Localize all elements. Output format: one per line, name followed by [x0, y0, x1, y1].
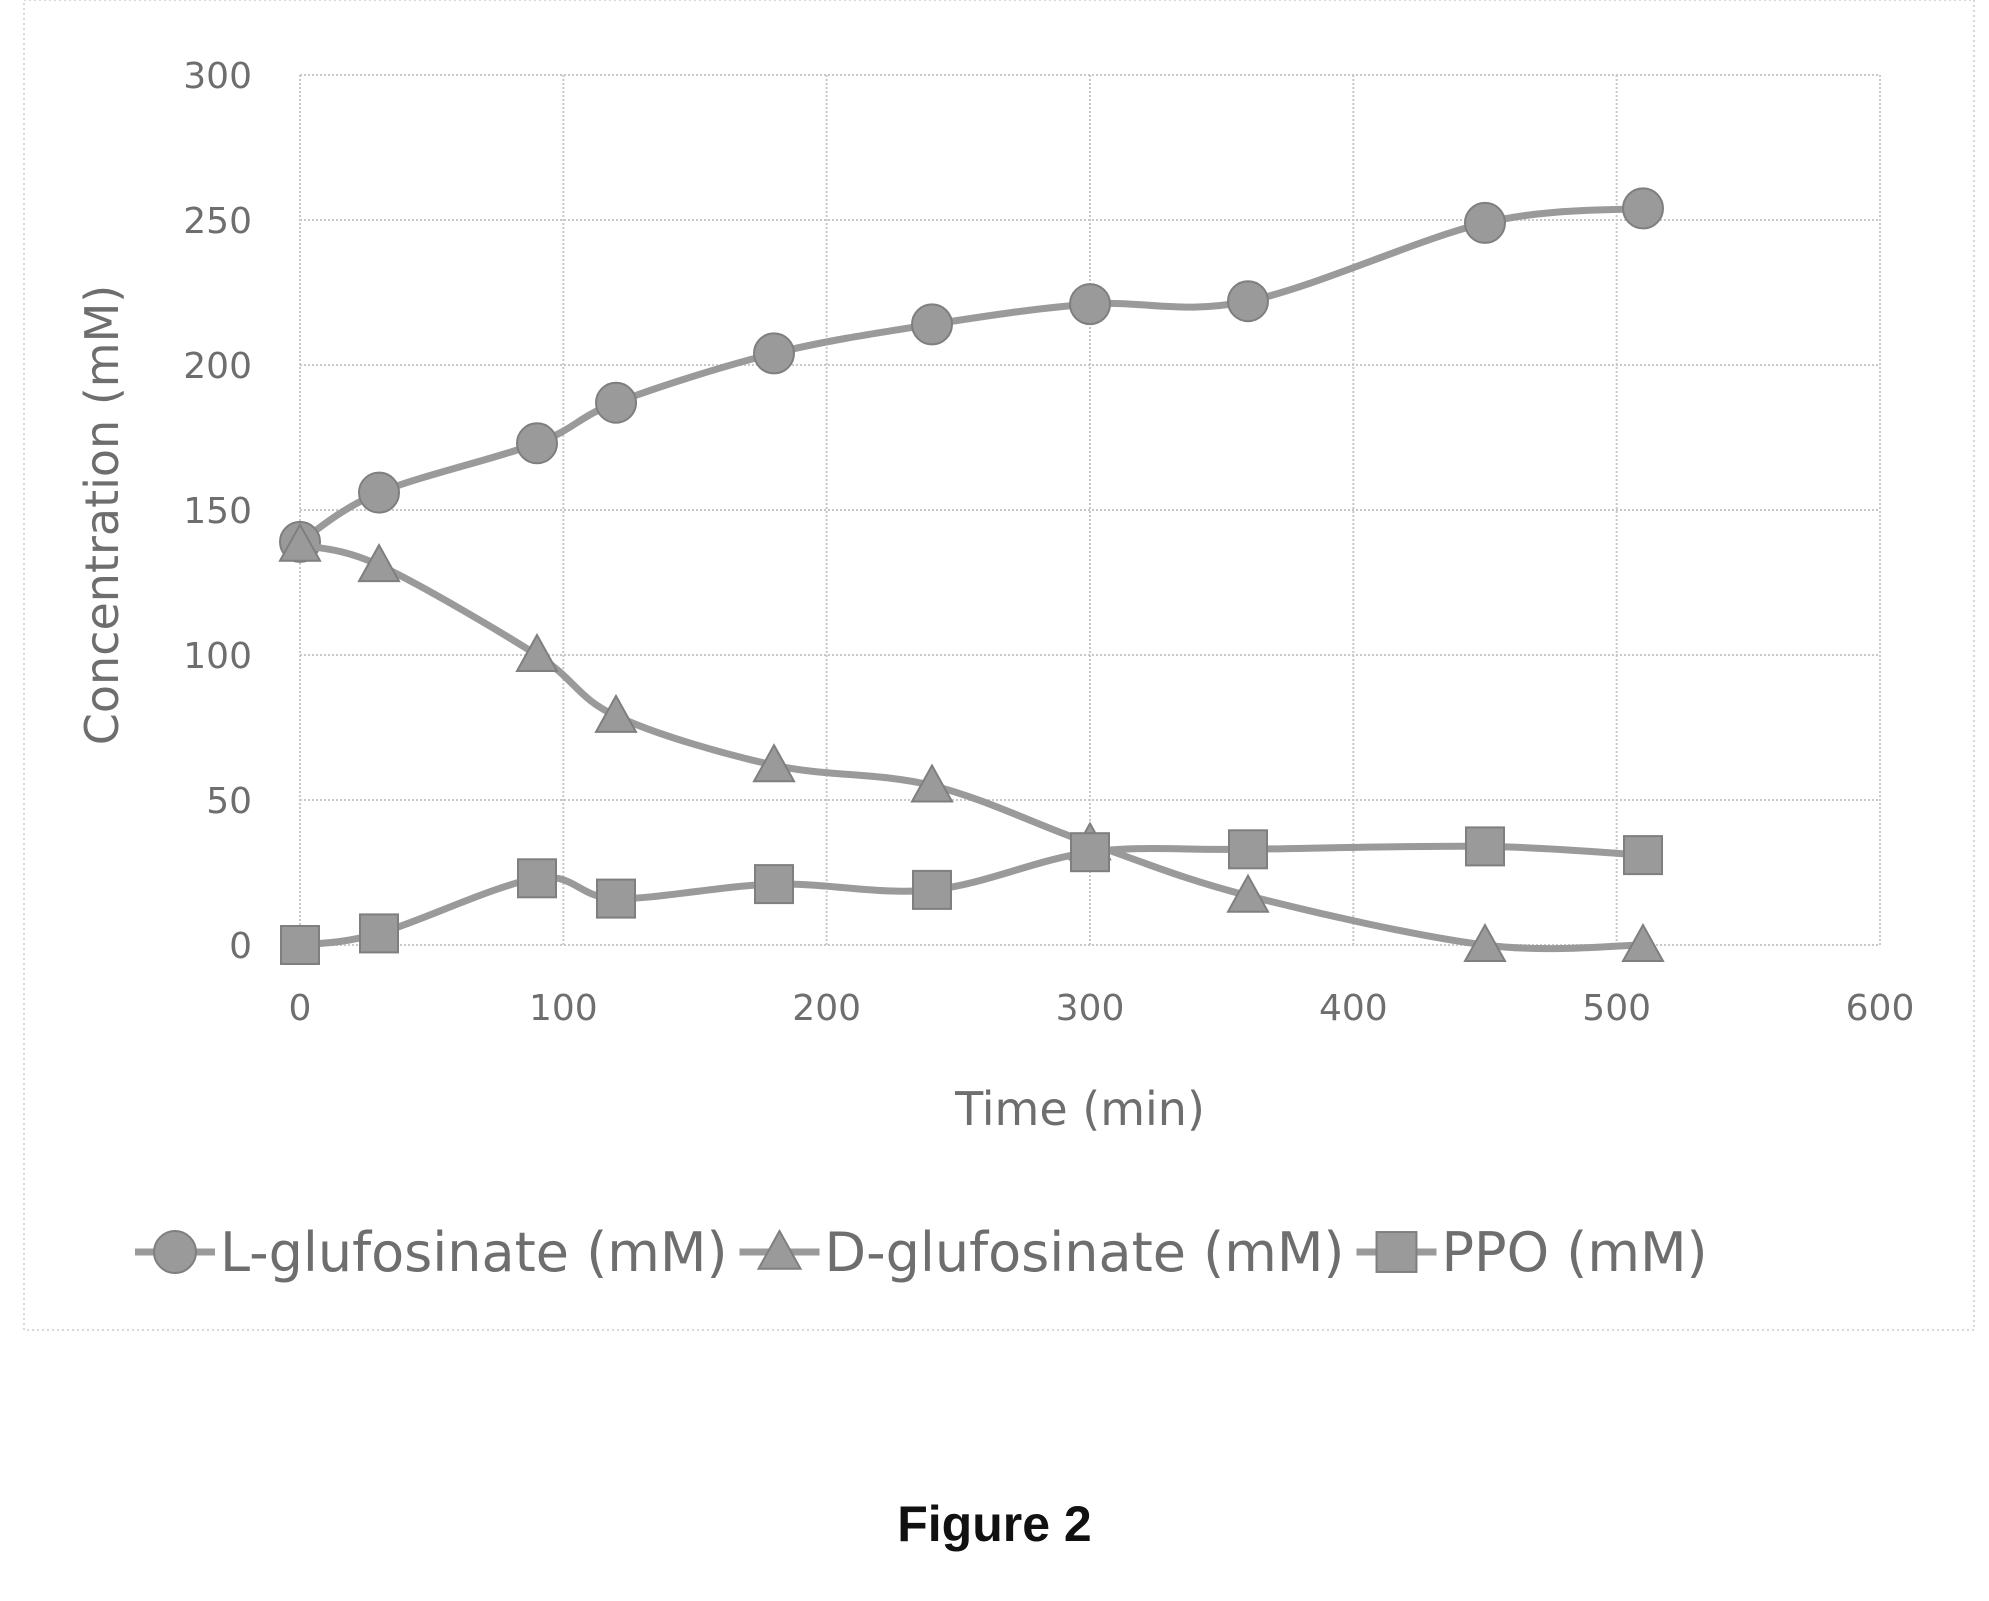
chart-area-border — [23, 0, 1975, 1331]
series-1 — [278, 522, 1665, 962]
circle-marker — [1227, 280, 1269, 323]
triangle-marker — [1463, 922, 1507, 962]
triangle-marker — [910, 763, 954, 803]
legend-item-1: D-glufosinate (mM) — [739, 1221, 1345, 1284]
y-tick-label: 50 — [206, 781, 252, 822]
x-tick-label: 400 — [1319, 988, 1388, 1029]
triangle-marker — [1621, 922, 1665, 962]
triangle-marker — [752, 743, 796, 783]
x-tick-label: 300 — [1056, 988, 1125, 1029]
square-marker — [1070, 832, 1110, 873]
circle-marker — [358, 471, 400, 514]
legend-item-2: PPO (mM) — [1356, 1221, 1708, 1284]
legend: L-glufosinate (mM) D-glufosinate (mM) PPO … — [135, 1221, 1708, 1284]
triangle-marker — [515, 632, 559, 672]
triangle-marker — [357, 543, 401, 583]
x-tick-label: 600 — [1846, 988, 1915, 1029]
triangle-marker — [1226, 873, 1270, 913]
y-tick-label: 0 — [229, 926, 252, 967]
circle-marker — [595, 381, 637, 424]
series-group — [278, 187, 1665, 965]
series-line — [298, 204, 1644, 545]
axes: 0 50 100 150 200 250 300 0 100 200 300 400 500 600 — [183, 56, 1914, 1029]
series-line — [299, 842, 1644, 949]
grid — [299, 74, 1881, 946]
y-tick-label: 250 — [183, 201, 252, 242]
circle-marker — [516, 422, 558, 465]
x-tick-label: 0 — [289, 988, 312, 1029]
triangle-marker — [278, 522, 322, 562]
legend-triangle-icon — [756, 1228, 803, 1270]
y-axis-title: Concentration (mM) — [75, 285, 129, 745]
x-axis-title: Time (min) — [954, 1082, 1205, 1136]
legend-item-0: L-glufosinate (mM) — [135, 1221, 728, 1284]
x-tick-label: 200 — [792, 988, 861, 1029]
square-marker — [280, 925, 320, 965]
circle-marker — [1622, 187, 1664, 230]
legend-square-icon — [1375, 1231, 1418, 1273]
x-tick-label: 100 — [529, 988, 598, 1029]
square-marker — [517, 858, 557, 899]
square-marker — [1228, 829, 1268, 870]
legend-circle-icon — [153, 1230, 197, 1274]
x-tick-label: 500 — [1582, 988, 1651, 1029]
series-0 — [279, 187, 1664, 563]
circle-marker — [1464, 201, 1506, 244]
circle-marker — [911, 303, 953, 346]
series-line — [299, 541, 1644, 953]
legend-label: L-glufosinate (mM) — [220, 1221, 728, 1284]
square-marker — [912, 869, 952, 910]
square-marker — [359, 913, 399, 954]
legend-label: D-glufosinate (mM) — [825, 1221, 1345, 1284]
y-tick-label: 100 — [183, 636, 252, 677]
y-tick-label: 300 — [183, 56, 252, 97]
legend-label: PPO (mM) — [1441, 1221, 1707, 1284]
circle-marker — [753, 332, 795, 375]
square-marker — [1465, 826, 1505, 867]
series-2 — [280, 826, 1663, 965]
y-tick-label: 200 — [183, 346, 252, 387]
circle-marker — [1069, 283, 1111, 326]
square-marker — [1623, 835, 1663, 876]
square-marker — [596, 878, 636, 919]
triangle-marker — [594, 693, 638, 733]
figure-caption: Figure 2 — [897, 1496, 1092, 1552]
y-tick-label: 150 — [183, 491, 252, 532]
square-marker — [754, 864, 794, 905]
